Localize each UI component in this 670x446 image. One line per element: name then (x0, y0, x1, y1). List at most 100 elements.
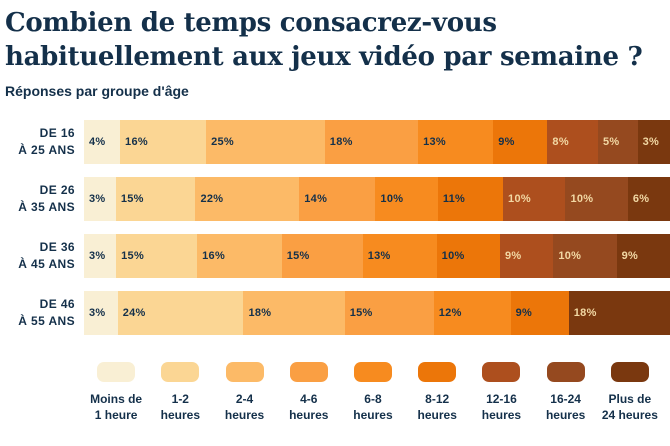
stacked-bar: 3% 24% 18% 15% 12% 9% 18% (84, 291, 670, 335)
legend-label-line: heures (224, 408, 265, 422)
legend: Moins de 1 heure 1-2 heures 2-4 heures 4-6 heur… (84, 362, 662, 423)
bar-segment-8-12-heures: 11% (437, 177, 504, 221)
legend-label-line: heures (353, 408, 393, 422)
bar-segment-8-12-heures: 9% (510, 291, 569, 335)
legend-item-2-4-heures: 2-4 heures (212, 362, 276, 423)
legend-item-6-8-heures: 6-8 heures (341, 362, 405, 423)
age-group-label-line: DE 46 (39, 297, 75, 311)
chart-header: Combien de temps consacrez-vous habituel… (0, 0, 670, 99)
bar-segment-2-4-heures: 16% (197, 234, 282, 278)
bar-segment-4-6-heures: 18% (324, 120, 419, 164)
legend-swatch (418, 362, 457, 382)
legend-label: 1-2 heures (161, 391, 200, 423)
bar-segment-moins-de-1-heure: 3% (84, 177, 116, 221)
legend-label-line: Moins de (90, 392, 143, 406)
bar-segment-4-6-heures: 14% (299, 177, 376, 221)
legend-label: 12-16 heures (482, 391, 521, 423)
legend-item-4-6-heures: 4-6 heures (277, 362, 341, 423)
legend-label-line: 8-12 (425, 392, 450, 406)
bar-segment-1-2-heures: 15% (116, 234, 198, 278)
legend-label-line: heures (417, 408, 457, 422)
legend-label-line: heures (481, 408, 522, 422)
legend-swatch (97, 362, 136, 382)
bar-segment-2-4-heures: 18% (243, 291, 345, 335)
age-group-label-line: À 45 ANS (18, 257, 75, 271)
bar-row-de-26-35-ans: DE 26 À 35 ANS 3% 15% 22% 14% 10% 11% 10% 10% 6% (0, 177, 670, 221)
bar-segment-4-6-heures: 15% (281, 234, 363, 278)
legend-label-line: 1 heure (94, 408, 138, 422)
bar-row-de-36-45-ans: DE 36 À 45 ANS 3% 15% 16% 15% 13% 10% 9% 10% 9% (0, 234, 670, 278)
stacked-bar: 4% 16% 25% 18% 13% 9% 8% 5% 3% (84, 120, 670, 164)
legend-label-line: 12-16 (486, 392, 517, 406)
age-group-label: DE 16 À 25 ANS (0, 120, 84, 164)
bar-segment-4-6-heures: 15% (344, 291, 434, 335)
bar-segment-plus-de-24-heures: 3% (637, 120, 670, 164)
bar-segment-1-2-heures: 24% (117, 291, 244, 335)
stacked-bar: 3% 15% 16% 15% 13% 10% 9% 10% 9% (84, 234, 670, 278)
legend-swatch (225, 362, 264, 382)
legend-swatch (161, 362, 200, 382)
stacked-bar-chart: DE 16 À 25 ANS 4% 16% 25% 18% 13% 9% 8% 5% 3% DE 26… (0, 120, 670, 335)
bar-segment-1-2-heures: 16% (120, 120, 207, 164)
bar-segment-12-16-heures: 8% (547, 120, 598, 164)
legend-label-line: 2-4 (235, 392, 254, 406)
legend-label-line: heures (545, 408, 586, 422)
legend-swatch (610, 362, 649, 382)
bar-segment-6-8-heures: 10% (375, 177, 438, 221)
bar-segment-8-12-heures: 10% (436, 234, 500, 278)
age-group-label-line: DE 36 (39, 240, 75, 254)
bar-segment-6-8-heures: 13% (418, 120, 494, 164)
legend-label: 4-6 heures (289, 391, 328, 423)
bar-segment-plus-de-24-heures: 9% (616, 234, 670, 278)
bar-segment-16-24-heures: 5% (597, 120, 638, 164)
age-group-label-line: DE 16 (39, 126, 75, 140)
legend-label: 8-12 heures (418, 391, 457, 423)
bar-segment-12-16-heures: 10% (503, 177, 566, 221)
age-group-label-line: DE 26 (39, 183, 75, 197)
bar-segment-6-8-heures: 13% (362, 234, 437, 278)
legend-item-plus-de-24-heures: Plus de 24 heures (598, 362, 662, 423)
legend-swatch (546, 362, 585, 382)
bar-segment-1-2-heures: 15% (115, 177, 196, 221)
chart-title-line-1: Combien de temps consacrez-vous (5, 8, 497, 38)
bar-segment-2-4-heures: 25% (206, 120, 325, 164)
legend-item-16-24-heures: 16-24 heures (534, 362, 598, 423)
bar-segment-moins-de-1-heure: 3% (84, 234, 117, 278)
legend-item-1-2-heures: 1-2 heures (148, 362, 212, 423)
age-group-label: DE 36 À 45 ANS (0, 234, 84, 278)
legend-label: Moins de 1 heure (90, 391, 142, 423)
legend-label-line: 24 heures (601, 408, 658, 422)
legend-label-line: 6-8 (364, 392, 382, 406)
age-group-label-line: À 55 ANS (18, 314, 75, 328)
legend-label-line: heures (160, 408, 200, 422)
bar-segment-6-8-heures: 12% (433, 291, 511, 335)
legend-label: 2-4 heures (225, 391, 264, 423)
legend-label-line: 1-2 (171, 392, 189, 406)
bar-segment-8-12-heures: 9% (493, 120, 548, 164)
bar-row-de-16-25-ans: DE 16 À 25 ANS 4% 16% 25% 18% 13% 9% 8% 5% 3% (0, 120, 670, 164)
legend-label: Plus de 24 heures (602, 391, 658, 423)
age-group-label: DE 46 À 55 ANS (0, 291, 84, 335)
legend-label-line: heures (289, 408, 329, 422)
legend-swatch (289, 362, 328, 382)
legend-item-moins-de-1-heure: Moins de 1 heure (84, 362, 148, 423)
legend-label: 6-8 heures (353, 391, 392, 423)
chart-title: Combien de temps consacrez-vous habituel… (5, 6, 664, 74)
legend-label: 16-24 heures (546, 391, 585, 423)
bar-segment-moins-de-1-heure: 4% (84, 120, 121, 164)
legend-swatch (482, 362, 521, 382)
age-group-label-line: À 25 ANS (18, 143, 75, 157)
age-group-label-line: À 35 ANS (18, 200, 75, 214)
legend-label-line: Plus de (608, 392, 652, 406)
bar-segment-16-24-heures: 10% (565, 177, 628, 221)
legend-label-line: 4-6 (300, 392, 318, 406)
bar-segment-plus-de-24-heures: 6% (627, 177, 670, 221)
legend-swatch (353, 362, 392, 382)
bar-row-de-46-55-ans: DE 46 À 55 ANS 3% 24% 18% 15% 12% 9% 18% (0, 291, 670, 335)
legend-label-line: 16-24 (550, 392, 581, 406)
chart-subtitle: Réponses par groupe d'âge (5, 83, 189, 99)
stacked-bar: 3% 15% 22% 14% 10% 11% 10% 10% 6% (84, 177, 670, 221)
bar-segment-2-4-heures: 22% (195, 177, 300, 221)
bar-segment-plus-de-24-heures: 18% (568, 291, 670, 335)
